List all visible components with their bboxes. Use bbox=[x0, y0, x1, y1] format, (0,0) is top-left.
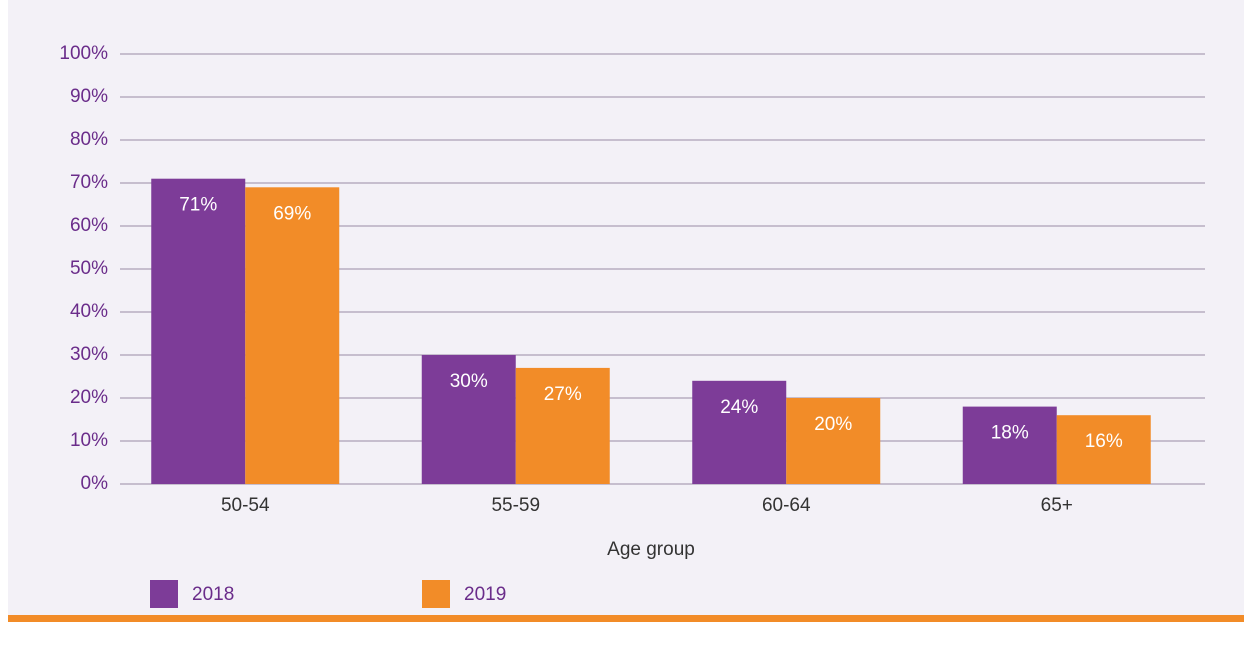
bar bbox=[692, 380, 787, 484]
bar bbox=[1056, 415, 1151, 484]
y-tick-label: 80% bbox=[70, 129, 108, 150]
x-tick-label: 55-59 bbox=[491, 495, 540, 516]
data-label: 69% bbox=[273, 203, 311, 224]
data-label: 24% bbox=[720, 397, 758, 418]
x-tick-label: 65+ bbox=[1041, 495, 1073, 516]
x-tick-label: 60-64 bbox=[762, 495, 811, 516]
y-tick-label: 70% bbox=[70, 172, 108, 193]
y-tick-label: 60% bbox=[70, 215, 108, 236]
legend-swatch bbox=[422, 580, 450, 608]
y-tick-label: 100% bbox=[59, 43, 108, 64]
x-axis-title: Age group bbox=[607, 539, 695, 560]
y-tick-label: 30% bbox=[70, 344, 108, 365]
bar bbox=[245, 187, 340, 485]
data-label: 30% bbox=[450, 371, 488, 392]
bar bbox=[151, 178, 246, 484]
legend-label: 2018 bbox=[192, 584, 234, 605]
x-tick-label: 50-54 bbox=[221, 495, 270, 516]
y-tick-label: 20% bbox=[70, 387, 108, 408]
bar bbox=[421, 355, 516, 484]
data-label: 20% bbox=[814, 414, 852, 435]
bar bbox=[786, 398, 881, 484]
footer-rule bbox=[8, 615, 1244, 622]
data-label: 27% bbox=[544, 384, 582, 405]
data-label: 16% bbox=[1085, 431, 1123, 452]
bar bbox=[962, 406, 1057, 484]
bar bbox=[515, 367, 610, 484]
y-tick-label: 0% bbox=[81, 473, 109, 494]
y-tick-label: 10% bbox=[70, 430, 108, 451]
y-tick-label: 50% bbox=[70, 258, 108, 279]
data-label: 71% bbox=[179, 195, 217, 216]
y-tick-label: 40% bbox=[70, 301, 108, 322]
y-tick-label: 90% bbox=[70, 86, 108, 107]
legend-label: 2019 bbox=[464, 584, 506, 605]
legend-swatch bbox=[150, 580, 178, 608]
data-label: 18% bbox=[991, 423, 1029, 444]
